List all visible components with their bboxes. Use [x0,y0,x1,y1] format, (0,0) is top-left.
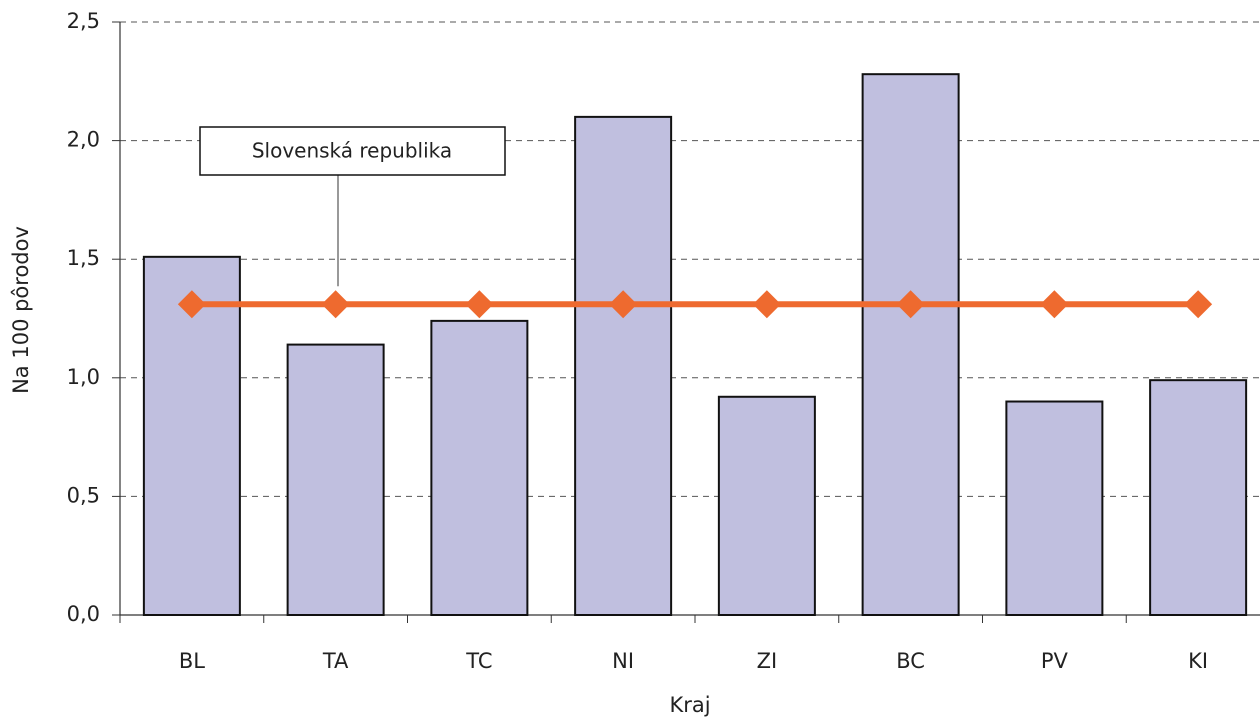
line-marker [1040,290,1069,319]
x-tick-label: PV [1041,649,1069,673]
bar [286,343,385,616]
y-tick-label: 0,5 [67,483,100,507]
bar [430,319,529,616]
line-marker [177,290,206,319]
line-marker [609,290,638,319]
line-marker [465,290,494,319]
y-tick-label: 2,0 [67,128,100,152]
bar [142,255,241,616]
y-tick-label: 1,5 [67,246,100,270]
x-tick-label: BC [896,649,925,673]
line-marker [896,290,925,319]
y-tick-label: 0,0 [67,602,100,626]
y-axis-label: Na 100 pôrodov [9,226,33,394]
line-marker [752,290,781,319]
line-marker [321,290,350,319]
x-tick-label: BL [179,649,205,673]
x-tick-label: KI [1188,649,1208,673]
y-tick-label: 1,0 [67,365,100,389]
y-tick-label: 2,5 [67,9,100,33]
line-marker [1184,290,1213,319]
annotation-box [199,126,506,176]
bar [574,115,673,616]
bar [1005,400,1104,616]
x-tick-label: TA [322,649,349,673]
bar [1149,379,1248,616]
x-tick-label: TC [465,649,492,673]
annotation-text: Slovenská republika [252,139,452,163]
bar [717,395,816,616]
bar [861,73,960,616]
x-tick-label: NI [612,649,634,673]
x-axis-label: Kraj [669,693,710,717]
x-tick-label: ZI [757,649,778,673]
